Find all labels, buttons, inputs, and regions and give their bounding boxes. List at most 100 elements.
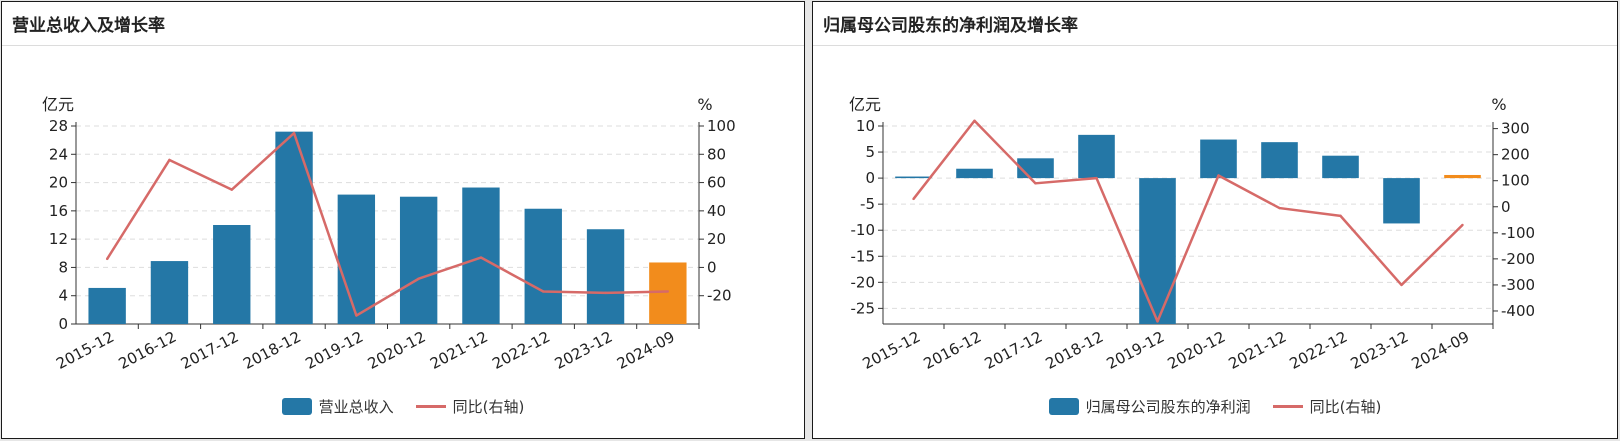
x-tick-label: 2016-12 <box>116 328 180 373</box>
bar <box>1261 142 1298 179</box>
growth-line <box>912 119 1464 323</box>
y-right-tick-label: 100 <box>1501 172 1530 190</box>
x-tick-label: 2021-12 <box>427 328 491 373</box>
y-left-tick-label: 5 <box>865 143 875 161</box>
chart-title: 归属母公司股东的净利润及增长率 <box>823 16 1078 36</box>
legend-line-swatch <box>1272 405 1303 408</box>
line-point <box>1217 174 1220 177</box>
y-left-tick-label: 10 <box>856 117 875 135</box>
legend-bar-label: 营业总收入 <box>318 398 394 416</box>
y-right-tick-label: -300 <box>1501 276 1535 294</box>
legend-bar-swatch <box>1048 398 1079 415</box>
y-left-tick-label: -25 <box>851 299 876 317</box>
line-point <box>355 314 358 317</box>
y-right-tick-label: 0 <box>707 258 717 276</box>
chart-legend[interactable]: 归属母公司股东的净利润 同比(右轴) <box>813 396 1617 417</box>
y-right-tick-label: 0 <box>1501 198 1511 216</box>
y-left-tick-label: 20 <box>49 174 68 192</box>
legend-item-line[interactable]: 同比(右轴) <box>1272 396 1381 417</box>
bar <box>1200 139 1237 179</box>
line-point <box>479 256 483 259</box>
x-tick-label: 2016-12 <box>921 328 985 373</box>
legend-item-line[interactable]: 同比(右轴) <box>415 396 525 417</box>
y-right-tick-label: 60 <box>707 174 726 192</box>
line-point <box>1461 223 1464 227</box>
bar <box>1383 178 1420 224</box>
x-tick-label: 2015-12 <box>53 328 117 373</box>
x-tick-label: 2023-12 <box>552 328 616 373</box>
x-tick-label: 2019-12 <box>302 328 366 373</box>
bar <box>1078 134 1115 179</box>
bar <box>956 168 993 179</box>
y-left-tick-label: 0 <box>865 169 875 187</box>
x-tick-label: 2018-12 <box>1043 328 1107 373</box>
legend-item-bar[interactable]: 归属母公司股东的净利润 <box>1048 396 1251 417</box>
y-right-tick-label: 200 <box>1501 146 1530 164</box>
y-right-tick-label: 300 <box>1501 120 1530 138</box>
x-tick-label: 2024-09 <box>1409 328 1473 373</box>
net-profit-chart: 10 5 0 -5 -10 -15 -20 -25 300 200 100 0 -100 -200 -300… <box>849 95 1535 373</box>
legend-bar-label: 归属母公司股东的净利润 <box>1085 398 1251 416</box>
bar <box>150 261 189 324</box>
x-tick-label: 2015-12 <box>860 328 924 373</box>
y-right-tick-label: 80 <box>707 145 726 163</box>
line-point <box>1339 214 1342 218</box>
x-tick-label: 2019-12 <box>1104 328 1168 373</box>
y-left-tick-label: 12 <box>49 230 68 248</box>
x-tick-label: 2021-12 <box>1226 328 1290 373</box>
line-point <box>1095 176 1098 180</box>
y-right-tick-label: 40 <box>707 202 726 220</box>
bar <box>1444 174 1481 179</box>
bar <box>88 287 126 324</box>
y-right-unit: % <box>1491 95 1506 114</box>
bar <box>1322 155 1359 179</box>
x-tick-label: 2020-12 <box>365 328 429 373</box>
y-right-tick-label: -400 <box>1501 302 1535 320</box>
y-left-tick-label: 8 <box>58 258 68 276</box>
x-tick-label: 2018-12 <box>240 328 304 373</box>
x-tick-label: 2020-12 <box>1165 328 1229 373</box>
line-point <box>1278 206 1281 210</box>
x-tick-label: 2023-12 <box>1348 328 1412 373</box>
legend-bar-swatch <box>281 398 312 415</box>
legend-item-bar[interactable]: 营业总收入 <box>281 396 394 417</box>
x-tick-label: 2024-09 <box>614 328 678 373</box>
y-right-tick-label: -100 <box>1501 224 1535 242</box>
chart-title: 营业总收入及增长率 <box>12 16 165 36</box>
y-left-tick-label: 0 <box>58 315 68 333</box>
bar <box>1139 178 1176 324</box>
line-point <box>1400 283 1403 287</box>
bar <box>895 176 932 179</box>
y-left-tick-label: 24 <box>49 145 68 163</box>
bar <box>649 262 687 324</box>
bar <box>586 229 625 324</box>
y-right-tick-label: 100 <box>707 117 736 135</box>
legend-line-label: 同比(右轴) <box>452 398 525 416</box>
bar <box>337 194 376 324</box>
y-right-tick-label: -200 <box>1501 250 1535 268</box>
line-point <box>292 131 296 135</box>
chart-panel-revenue: 营业总收入及增长率 0 4 8 12 16 20 24 28 -20 0 20 40 60 80 100 亿元… <box>1 1 805 439</box>
bar <box>399 196 438 324</box>
line-point <box>105 257 109 261</box>
bar <box>462 187 500 324</box>
growth-line <box>106 131 668 317</box>
line-point <box>230 188 233 191</box>
y-right-unit: % <box>697 95 712 114</box>
line-point <box>1156 320 1159 323</box>
bar <box>275 131 313 324</box>
line-point <box>1034 182 1037 185</box>
y-right-tick-label: -20 <box>707 287 732 305</box>
y-left-tick-label: 16 <box>49 202 68 220</box>
panel-header: 营业总收入及增长率 <box>2 2 804 46</box>
bar <box>1017 158 1054 179</box>
line-point <box>973 119 976 122</box>
line-point <box>666 290 670 293</box>
x-tick-label: 2017-12 <box>178 328 242 373</box>
y-left-tick-label: 4 <box>58 287 68 305</box>
chart-legend[interactable]: 营业总收入 同比(右轴) <box>2 396 804 417</box>
line-point <box>604 291 607 295</box>
line-point <box>168 158 171 162</box>
x-tick-label: 2017-12 <box>982 328 1046 373</box>
